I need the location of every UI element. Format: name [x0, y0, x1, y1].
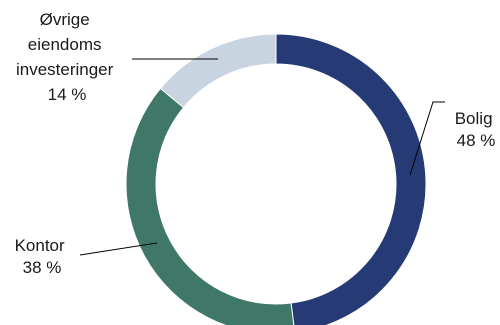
slice-label-bolig: Bolig 48 % [455, 109, 498, 150]
slice-label-kontor: Kontor 38 % [15, 236, 70, 277]
donut-slice-kontor [125, 87, 295, 325]
leader-line-kontor [79, 242, 158, 256]
slice-label-ovrige: Øvrige eiendoms investeringer 14 % [16, 10, 118, 104]
donut-slice-bolig [275, 33, 427, 325]
donut-slices [125, 33, 427, 325]
donut-slice-ovrige [159, 33, 277, 109]
leader-line-bolig [409, 101, 445, 176]
